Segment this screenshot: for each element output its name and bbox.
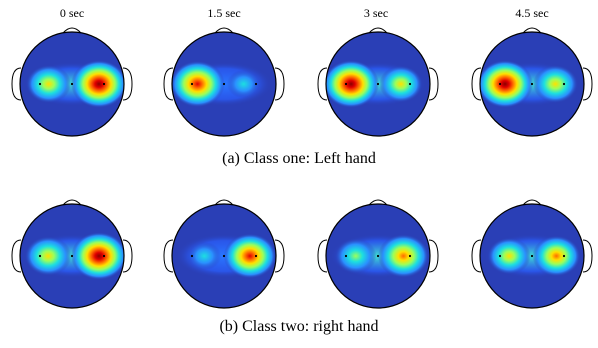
right-ear [274,239,285,273]
head-outline [19,203,125,309]
right-hemisphere-activation [226,69,261,99]
left-hemisphere-activation [480,60,533,108]
right-ear [582,67,593,101]
time-label-3: 4.5 sec [515,6,549,20]
left-hemisphere-activation [24,236,72,276]
electrode-dot [254,82,258,86]
caption-class-one: (a) Class one: Left hand [222,150,376,167]
head-outline [171,203,277,309]
right-ear [428,239,439,273]
electrode-dot [562,82,566,86]
nose [522,27,542,34]
nose [214,199,234,206]
electrode-dot [102,254,106,258]
electrode-dot [408,254,412,258]
electrode-dot [222,82,226,86]
electrode-dot [344,254,348,258]
electrode-dot [344,82,348,86]
right-hemisphere-activation [71,60,124,108]
left-ear [11,67,22,101]
scalp-map-class-two-2 [317,199,439,309]
nose [62,199,82,206]
nose [214,27,234,34]
time-label-1: 1.5 sec [207,6,241,20]
head-outline [171,31,277,137]
head-outline [479,31,585,137]
scalp-map-class-two-3 [471,199,593,309]
left-ear [11,239,22,273]
right-hemisphere-activation [377,234,430,278]
left-hemisphere-activation [187,241,222,271]
electrode-dot [70,82,74,86]
right-ear [122,67,133,101]
electrode-dot [254,254,258,258]
time-label-2: 3 sec [363,6,389,20]
electrode-dot [222,254,226,258]
nose [522,199,542,206]
scalp-map-class-one-0 [11,27,133,137]
scalp-map-class-two-1 [163,199,285,309]
electrode-dot [498,254,502,258]
right-ear [582,239,593,273]
electrode-dot [190,254,194,258]
head-outline [325,31,431,137]
electrode-dot [530,82,534,86]
head-outline [479,203,585,309]
left-ear [163,239,174,273]
right-hemisphere-activation [223,233,276,279]
right-ear [428,67,439,101]
right-ear [274,67,285,101]
right-hemisphere-activation [379,65,423,103]
left-hemisphere-activation [172,60,225,108]
right-hemisphere-activation [532,64,578,104]
time-label-0: 0 sec [59,6,85,20]
left-ear [471,67,482,101]
electrode-dot [408,82,412,86]
left-hemisphere-activation [487,237,531,275]
scalp-map-class-one-1 [163,27,285,137]
left-ear [317,67,328,101]
right-hemisphere-activation [71,232,124,280]
head-outline [325,203,431,309]
left-ear [163,67,174,101]
scalp-map-class-one-2 [317,27,439,137]
electrode-dot [102,82,106,86]
left-hemisphere-activation [26,64,72,104]
nose [368,27,388,34]
electrode-dot [190,82,194,86]
right-ear [122,239,133,273]
electrode-dot [498,82,502,86]
electrode-dot [530,254,534,258]
caption-class-two: (b) Class two: right hand [219,318,379,335]
electrode-dot [38,82,42,86]
electrode-dot [70,254,74,258]
left-hemisphere-activation [334,238,377,274]
nose [368,199,388,206]
left-ear [471,239,482,273]
electrode-dot [38,254,42,258]
electrode-dot [376,82,380,86]
right-hemisphere-activation [532,235,581,277]
scalp-map-class-two-0 [11,199,133,309]
left-hemisphere-activation [326,60,379,108]
left-ear [317,239,328,273]
nose [62,27,82,34]
electrode-dot [376,254,380,258]
electrode-dot [562,254,566,258]
scalp-map-class-one-3 [471,27,593,137]
head-outline [19,31,125,137]
